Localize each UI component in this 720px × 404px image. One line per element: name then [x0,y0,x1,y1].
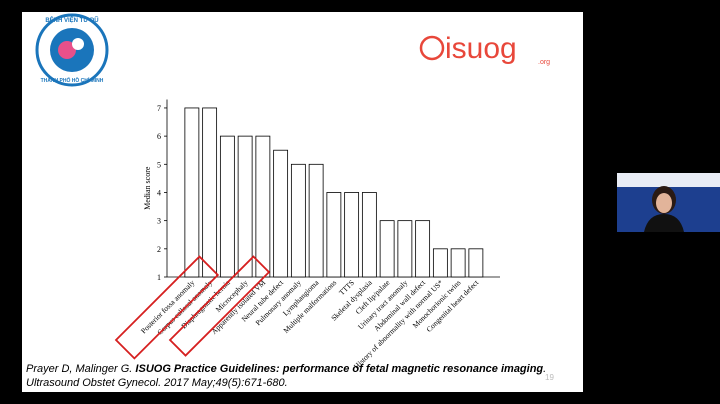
bar [397,220,413,278]
bar [273,149,289,278]
bar [450,248,466,278]
isuog-logo: isuog .org [419,32,550,66]
y-tick-label: 2 [157,245,161,254]
bar [326,192,342,278]
citation-authors: Prayer D, Malinger G. [26,363,135,375]
y-tick-label: 5 [157,160,161,169]
bar [308,163,324,278]
highlight-box [114,255,220,360]
slide-number: 19 [545,373,554,382]
y-tick-label: 7 [157,104,161,113]
citation-end: . [543,363,546,375]
bar [344,192,360,278]
y-tick-label: 6 [157,132,161,141]
citation-journal: Ultrasound Obstet Gynecol. 2017 May;49(5… [26,377,288,389]
highlight-box [168,255,271,357]
citation-title: ISUOG Practice Guidelines: performance o… [135,363,543,375]
bar [379,220,395,278]
bar [255,135,271,278]
bar [415,220,431,278]
bar [184,107,200,278]
logo-text: THÀNH PHỐ HỒ CHÍ MINH [41,76,104,84]
bar [202,107,218,278]
webcam [617,173,720,232]
citation: Prayer D, Malinger G. ISUOG Practice Gui… [26,363,546,375]
bar [237,135,253,278]
hospital-logo: BỆNH VIỆN TỪ DŨ THÀNH PHỐ HỒ CHÍ MINH [35,13,109,87]
y-tick-label: 4 [157,188,161,197]
bar [361,192,377,278]
y-axis-label: Median score [143,166,152,210]
bar [432,248,448,278]
bar [468,248,484,278]
y-tick-label: 1 [157,273,161,282]
logo-text: BỆNH VIỆN TỪ DŨ [45,16,98,24]
isuog-name: isuog [445,32,517,65]
isuog-suffix: .org [538,59,550,66]
bar [290,163,306,278]
y-tick-label: 3 [157,217,161,226]
bar [219,135,235,278]
